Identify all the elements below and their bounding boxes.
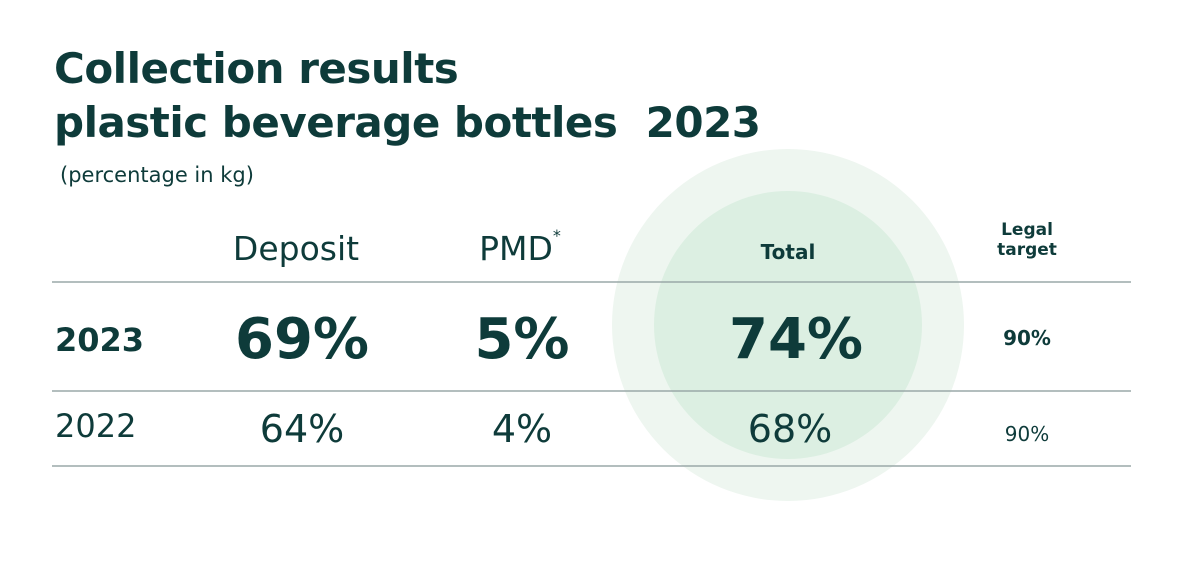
row-label: 2023	[55, 321, 145, 359]
cell-value: 68%	[747, 407, 833, 451]
column-header-text: PMD	[479, 229, 553, 268]
cell-value: 90%	[1004, 422, 1050, 446]
column-header: Deposit	[232, 229, 360, 268]
cell-value: 64%	[259, 407, 345, 451]
cell-value: 74%	[728, 307, 864, 372]
column-header: Legal target	[997, 220, 1057, 260]
cell-value: 4%	[491, 407, 553, 451]
cell-value: 90%	[1003, 326, 1051, 350]
footnote-mark: *	[552, 226, 561, 245]
inner-circle	[654, 191, 922, 459]
title-line: Collection results	[54, 44, 459, 93]
column-header: PMD*	[479, 228, 561, 268]
cell-value: 5%	[474, 307, 570, 372]
cell-value: 69%	[234, 307, 370, 372]
column-header: Total	[760, 240, 816, 264]
title-line: plastic beverage bottles 2023	[54, 98, 761, 147]
row-label: 2022	[55, 407, 137, 445]
subtitle: (percentage in kg)	[60, 163, 254, 187]
